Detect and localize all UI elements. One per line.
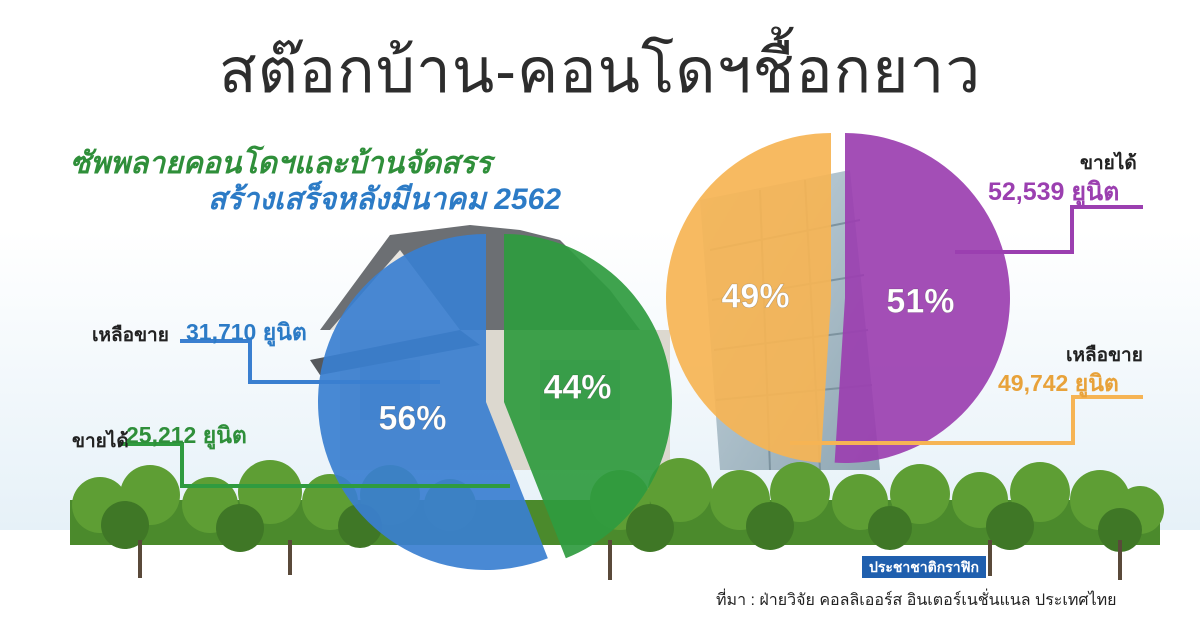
source-note: ที่มา : ฝ่ายวิจัย คอลลิเออร์ส อินเตอร์เน… [716, 592, 1117, 609]
pie1-percent-label-left: 56% [378, 400, 446, 438]
left-unsold-label: เหลือขาย [92, 325, 169, 346]
left-sold-units: 25,212 ยูนิต [126, 422, 247, 448]
pie2-percent-label-left: 49% [722, 277, 790, 315]
pie2-slice-unsold [666, 133, 831, 463]
pie1-percent-label-right: 44% [543, 368, 611, 406]
pie1-slice-sold [504, 234, 673, 559]
pie2-percent-label-right: 51% [886, 283, 954, 321]
right-unsold-units: 49,742 ยูนิต [998, 370, 1119, 396]
subtitle-line-1: ซัพพลายคอนโดฯและบ้านจัดสรร [70, 147, 492, 180]
pie1-leader-line-1 [180, 339, 440, 384]
pie2-slice-sold [834, 133, 1011, 464]
subtitle-line-2: สร้างเสร็จหลังมีนาคม 2562 [208, 183, 562, 216]
left-sold-label: ขายได้ [72, 431, 129, 452]
pie2-leader-line-1 [955, 205, 1143, 254]
page-title: สต๊อกบ้าน-คอนโดฯชื้อกยาว [218, 37, 982, 106]
right-sold-label: ขายได้ [1080, 153, 1137, 174]
publisher-badge: ประชาชาติกราฟิก [862, 556, 986, 578]
left-unsold-units: 31,710 ยูนิต [186, 319, 307, 345]
pie1-leader-line-2 [118, 442, 510, 488]
right-unsold-label: เหลือขาย [1066, 345, 1143, 366]
right-sold-units: 52,539 ยูนิต [988, 178, 1120, 206]
pie2-leader-line-2 [790, 395, 1143, 445]
